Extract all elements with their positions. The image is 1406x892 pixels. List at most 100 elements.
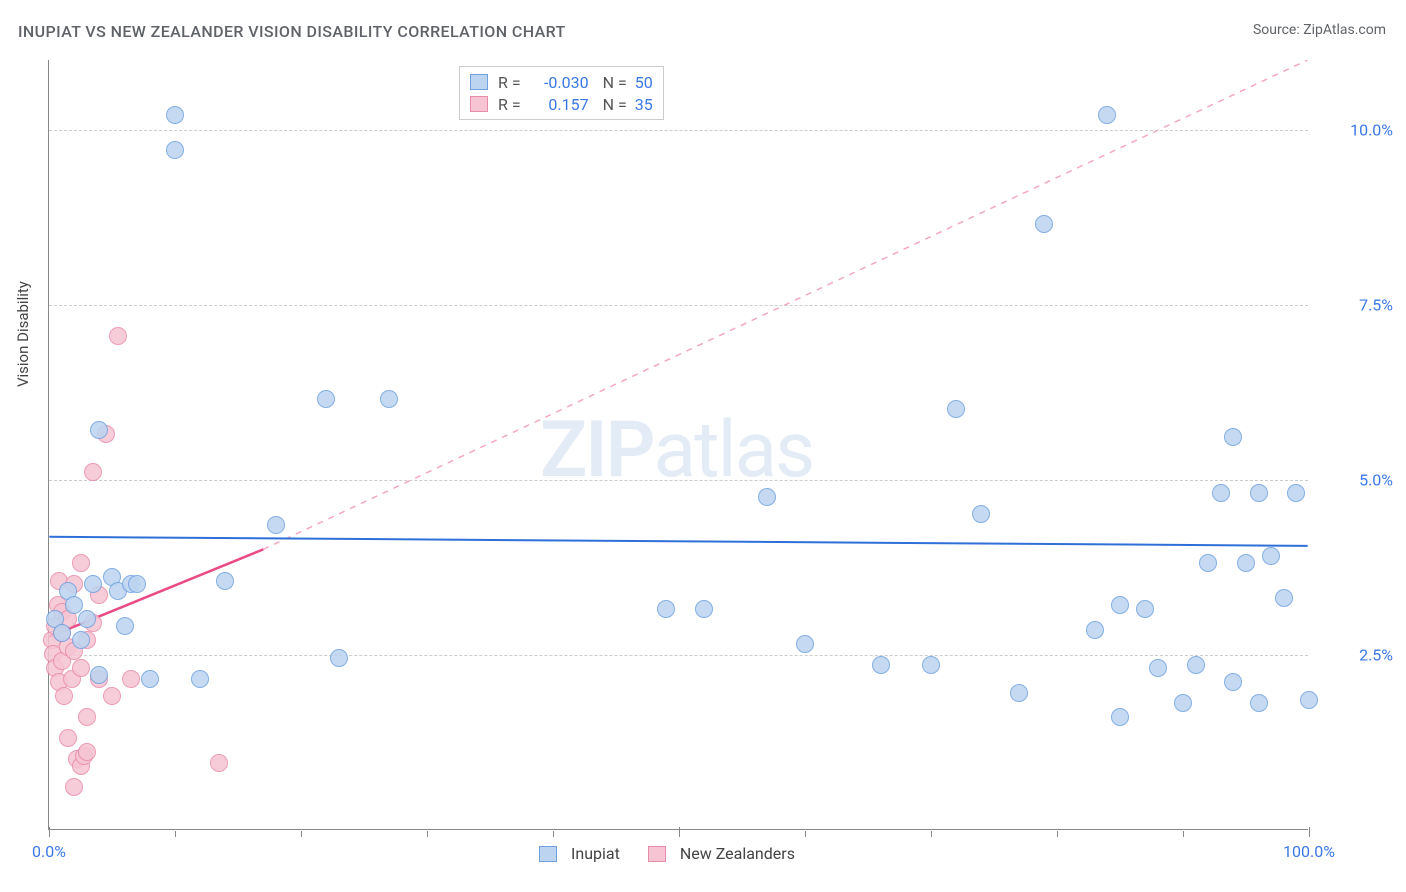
point-inupiat [216,572,234,590]
point-inupiat [1136,600,1154,618]
point-inupiat [1199,554,1217,572]
point-nz [210,754,228,772]
point-nz [109,327,127,345]
point-inupiat [1250,484,1268,502]
point-inupiat [330,649,348,667]
y-tick-label: 7.5% [1323,296,1393,315]
point-nz [65,778,83,796]
legend-n-label: N = [603,73,627,92]
swatch-inupiat [539,846,557,862]
scatter-plot: R = -0.030 N = 50 R = 0.157 N = 35 Inupi… [48,60,1308,830]
correlation-legend: R = -0.030 N = 50 R = 0.157 N = 35 [459,66,664,120]
point-inupiat [796,635,814,653]
point-inupiat [1086,621,1104,639]
point-inupiat [84,575,102,593]
legend-r-label: R = [498,95,521,114]
x-tick [427,831,428,837]
x-tick [1183,831,1184,837]
point-inupiat [72,631,90,649]
chart-title: INUPIAT VS NEW ZEALANDER VISION DISABILI… [18,22,566,41]
point-inupiat [78,610,96,628]
point-inupiat [141,670,159,688]
point-inupiat [1098,106,1116,124]
x-tick [175,831,176,837]
point-inupiat [1212,484,1230,502]
y-axis-label: Vision Disability [14,281,32,387]
point-inupiat [166,106,184,124]
point-inupiat [872,656,890,674]
point-inupiat [317,390,335,408]
point-inupiat [116,617,134,635]
point-inupiat [1111,708,1129,726]
y-tick-label: 2.5% [1323,646,1393,665]
legend-item-nz: New Zealanders [648,844,795,863]
point-inupiat [191,670,209,688]
x-tick [1309,827,1310,837]
y-tick-label: 5.0% [1323,471,1393,490]
point-inupiat [1174,694,1192,712]
point-inupiat [90,666,108,684]
point-nz [84,463,102,481]
x-tick [931,831,932,837]
legend-r-label: R = [498,73,521,92]
point-nz [55,687,73,705]
legend-label-nz: New Zealanders [680,844,795,863]
point-inupiat [1224,428,1242,446]
point-nz [122,670,140,688]
point-inupiat [758,488,776,506]
legend-row-inupiat: R = -0.030 N = 50 [470,71,653,93]
y-tick-label: 10.0% [1323,121,1393,140]
point-inupiat [1300,691,1318,709]
legend-item-inupiat: Inupiat [539,844,620,863]
point-inupiat [1035,215,1053,233]
point-inupiat [1250,694,1268,712]
point-inupiat [947,400,965,418]
x-tick-label: 0.0% [32,842,66,861]
point-inupiat [166,141,184,159]
point-inupiat [922,656,940,674]
legend-r-value-nz: 0.157 [525,95,589,114]
point-inupiat [1187,656,1205,674]
point-nz [78,708,96,726]
legend-r-value-inupiat: -0.030 [525,73,589,92]
point-nz [59,729,77,747]
source-attribution: Source: ZipAtlas.com [1253,22,1386,38]
x-tick [805,831,806,837]
legend-n-value-inupiat: 50 [635,73,653,92]
point-inupiat [128,575,146,593]
gridline [49,130,1308,131]
point-nz [72,554,90,572]
swatch-inupiat [470,74,488,90]
x-tick [49,827,50,837]
gridline [49,655,1308,656]
point-nz [72,659,90,677]
point-inupiat [1287,484,1305,502]
point-inupiat [695,600,713,618]
point-inupiat [53,624,71,642]
gridline [49,305,1308,306]
point-inupiat [1275,589,1293,607]
legend-row-nz: R = 0.157 N = 35 [470,93,653,115]
point-inupiat [1149,659,1167,677]
point-inupiat [380,390,398,408]
point-inupiat [267,516,285,534]
legend-label-inupiat: Inupiat [571,844,620,863]
legend-n-value-nz: 35 [635,95,653,114]
swatch-nz [648,846,666,862]
gridline [49,480,1308,481]
series-legend: Inupiat New Zealanders [539,844,795,863]
x-tick [1057,831,1058,837]
point-inupiat [1224,673,1242,691]
x-tick-label: 100.0% [1283,842,1335,861]
point-inupiat [972,505,990,523]
point-inupiat [1237,554,1255,572]
point-inupiat [657,600,675,618]
point-nz [103,687,121,705]
legend-n-label: N = [603,95,627,114]
x-tick [553,831,554,837]
x-tick [679,827,680,837]
swatch-nz [470,96,488,112]
point-inupiat [1262,547,1280,565]
point-inupiat [90,421,108,439]
point-nz [78,743,96,761]
